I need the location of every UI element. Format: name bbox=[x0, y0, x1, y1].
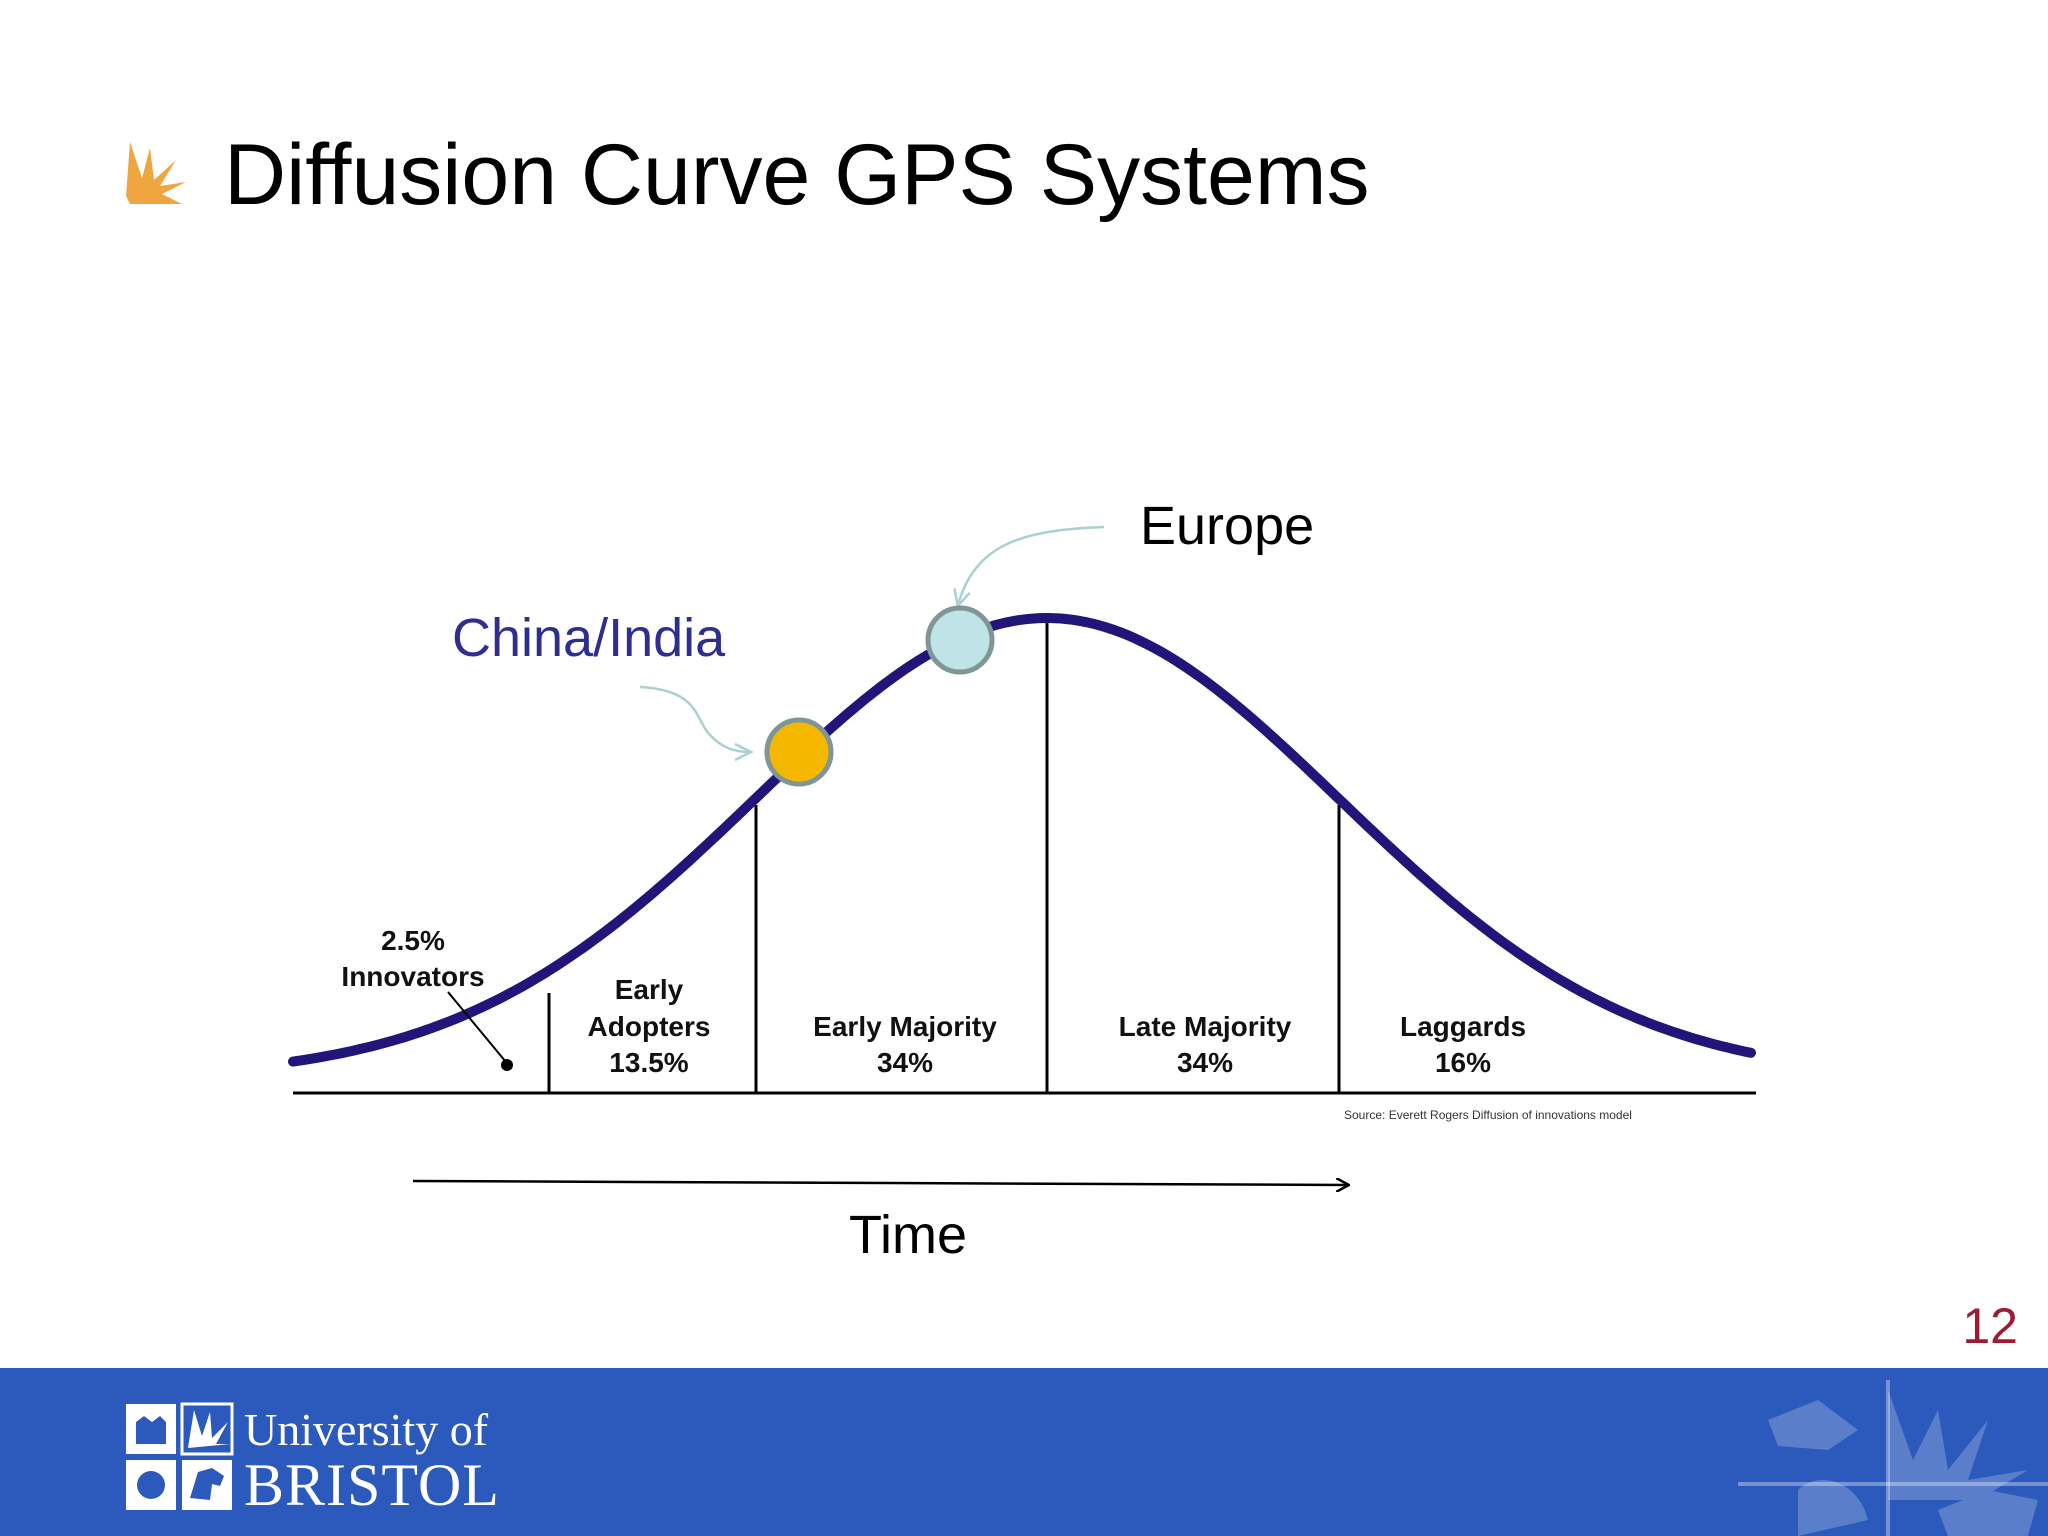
university-crest-icon bbox=[126, 1402, 234, 1510]
logo-line-university-of: University of bbox=[244, 1404, 489, 1455]
laggards-name-label: Laggards bbox=[1400, 1011, 1526, 1042]
slide-title: Diffusion Curve GPS Systems bbox=[224, 127, 1370, 223]
late-majority-name-label: Late Majority bbox=[1119, 1011, 1292, 1042]
early-majority-percent-label: 34% bbox=[877, 1047, 933, 1078]
innovators-dot bbox=[501, 1059, 513, 1071]
crest-watermark-icon bbox=[1738, 1380, 2048, 1536]
late-majority-percent-label: 34% bbox=[1177, 1047, 1233, 1078]
early-adopters-percent-label: 13.5% bbox=[609, 1047, 688, 1078]
footer-bar: University of BRISTOL bbox=[0, 1368, 2048, 1536]
innovators-name-label: Innovators bbox=[341, 961, 484, 992]
innovators-pointer-line bbox=[447, 991, 507, 1063]
adoption-bell-curve bbox=[288, 613, 1756, 1067]
source-credit: Source: Everett Rogers Diffusion of inno… bbox=[1344, 1108, 1632, 1122]
europe-label: Europe bbox=[1140, 496, 1314, 556]
university-logo: University of BRISTOL bbox=[124, 1398, 504, 1518]
china-india-marker bbox=[764, 717, 834, 787]
laggards-percent-label: 16% bbox=[1435, 1047, 1491, 1078]
early-adopters-label-line2: Adopters bbox=[588, 1011, 711, 1042]
early-adopters-label-line1: Early bbox=[615, 974, 684, 1005]
china-india-callout-arrow bbox=[639, 685, 750, 752]
time-label: Time bbox=[849, 1205, 967, 1265]
china-india-label: China/India bbox=[452, 608, 726, 668]
page-number: 12 bbox=[1962, 1298, 2018, 1354]
europe-callout-arrow bbox=[958, 525, 1105, 605]
early-majority-name-label: Early Majority bbox=[813, 1011, 997, 1042]
europe-marker bbox=[925, 605, 995, 675]
innovators-percent-label: 2.5% bbox=[381, 925, 445, 956]
time-arrow bbox=[412, 1181, 1348, 1185]
flame-bullet-icon bbox=[126, 142, 186, 204]
logo-line-bristol: BRISTOL bbox=[244, 1452, 500, 1518]
